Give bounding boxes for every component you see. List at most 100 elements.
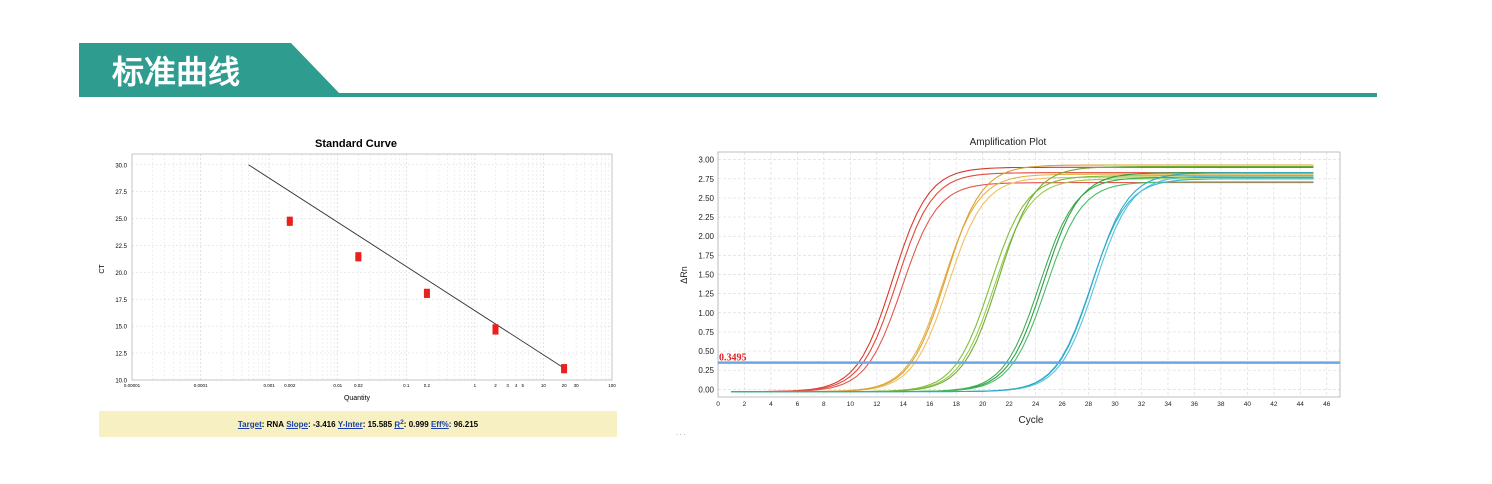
amp-x-tick-label: 12 xyxy=(873,401,881,408)
amp-x-tick-label: 8 xyxy=(822,401,826,408)
amp-x-tick-label: 32 xyxy=(1138,401,1146,408)
y-inter-value: 15.585 xyxy=(367,419,393,429)
y-tick-label: 22.5 xyxy=(115,244,127,250)
x-tick-label: 0.002 xyxy=(284,383,296,388)
data-point xyxy=(492,328,499,335)
amp-x-tick-label: 26 xyxy=(1058,401,1066,408)
target-link[interactable]: Target xyxy=(237,419,262,429)
y-tick-label: 20.0 xyxy=(115,271,127,277)
eff-link[interactable]: Eff% xyxy=(430,419,449,429)
amplification-curve xyxy=(731,164,1314,393)
amp-x-tick-label: 34 xyxy=(1164,401,1172,408)
amplification-curve xyxy=(731,172,1314,393)
amp-y-tick-label: 0.75 xyxy=(698,328,714,337)
amp-y-tick-label: 1.50 xyxy=(698,271,714,280)
x-tick-label: 0.0001 xyxy=(194,383,208,388)
amplification-plot-title: Amplification Plot xyxy=(970,137,1047,148)
header-underline xyxy=(79,93,1377,97)
x-axis-label: Quantity xyxy=(344,395,371,402)
amplification-curve xyxy=(731,175,1314,393)
amp-y-tick-label: 1.75 xyxy=(698,251,714,260)
r2-value: 0.999 xyxy=(408,419,429,429)
x-tick-label: 2 xyxy=(494,383,497,388)
eff-value: 96.215 xyxy=(453,419,479,429)
amplification-curve xyxy=(731,166,1314,393)
y-tick-label: 27.5 xyxy=(115,190,127,196)
data-point xyxy=(355,252,362,259)
data-point xyxy=(286,216,293,223)
amp-x-tick-label: 46 xyxy=(1323,401,1331,408)
amp-x-tick-label: 14 xyxy=(900,401,908,408)
amplification-curve xyxy=(731,176,1314,393)
amp-plot-frame xyxy=(717,151,1341,398)
amp-x-tick-label: 44 xyxy=(1297,401,1305,408)
decor-dots: · · · xyxy=(676,432,686,438)
data-point xyxy=(286,219,293,226)
amp-y-tick-label: 2.50 xyxy=(698,194,714,203)
amp-x-tick-label: 42 xyxy=(1270,401,1278,408)
x-tick-label: 0.02 xyxy=(354,383,363,388)
amp-x-tick-label: 20 xyxy=(979,401,987,408)
amplification-curve xyxy=(731,165,1314,393)
curve-statistics: Target: RNA Slope: -3.416 Y-Inter: 15.58… xyxy=(99,411,617,437)
amp-x-tick-label: 0 xyxy=(716,401,720,408)
amp-y-tick-label: 1.00 xyxy=(698,309,714,318)
y-tick-label: 17.5 xyxy=(115,298,127,304)
x-tick-label: 5 xyxy=(522,383,525,388)
amp-x-tick-label: 4 xyxy=(769,401,773,408)
standard-curve-chart: Standard Curve 10.0 12.5 15.0 17.5 20.0 22.5 2… xyxy=(99,138,616,402)
amp-x-tick-label: 10 xyxy=(847,401,855,408)
amp-y-tick-label: 2.25 xyxy=(698,213,714,222)
data-point xyxy=(423,291,430,298)
slope-value: -3.416 xyxy=(312,419,336,429)
amp-x-tick-label: 6 xyxy=(796,401,800,408)
x-tick-label: 1 xyxy=(474,383,477,388)
y-tick-label: 15.0 xyxy=(115,325,127,331)
threshold-label: 0.3495 xyxy=(719,353,747,364)
amp-y-tick-label: 1.25 xyxy=(698,290,714,299)
slope-link[interactable]: Slope xyxy=(286,419,308,429)
r2-link[interactable]: R2 xyxy=(394,418,404,430)
amp-x-tick-label: 36 xyxy=(1191,401,1199,408)
x-tick-label: 0.01 xyxy=(333,383,342,388)
amp-x-tick-label: 18 xyxy=(953,401,961,408)
y-tick-label: 30.0 xyxy=(115,163,127,169)
y-inter-link[interactable]: Y-Inter xyxy=(337,419,363,429)
amp-y-tick-label: 0.50 xyxy=(698,347,714,356)
amp-x-tick-label: 24 xyxy=(1032,401,1040,408)
amp-y-axis-label: ΔRn xyxy=(679,266,689,284)
data-point xyxy=(561,364,568,371)
data-point xyxy=(423,288,430,295)
amplification-curve xyxy=(731,172,1314,393)
amp-x-tick-label: 28 xyxy=(1085,401,1093,408)
x-tick-label: 0.00001 xyxy=(124,383,141,388)
amplification-curve xyxy=(731,182,1314,393)
amplification-curve xyxy=(731,175,1314,393)
y-tick-label: 10.0 xyxy=(115,379,127,385)
y-tick-label: 12.5 xyxy=(115,352,127,358)
x-tick-label: 0.001 xyxy=(264,383,276,388)
section-title: 标准曲线 xyxy=(112,53,240,91)
y-axis-label: CT xyxy=(99,264,106,274)
amp-x-axis-label: Cycle xyxy=(1018,415,1043,426)
x-tick-label: 10 xyxy=(541,383,547,388)
data-point xyxy=(355,255,362,262)
amp-x-tick-label: 38 xyxy=(1217,401,1225,408)
amp-y-tick-label: 0.00 xyxy=(698,385,714,394)
header-tab-shape xyxy=(79,43,341,95)
amp-y-tick-label: 3.00 xyxy=(698,156,714,165)
amplification-curve xyxy=(731,176,1314,393)
amp-y-tick-label: 2.00 xyxy=(698,232,714,241)
amp-x-tick-label: 2 xyxy=(743,401,747,408)
amplification-plot-chart: Amplification Plot 0.00 0.25 0.50 0.75 1.00 1… xyxy=(679,137,1341,426)
section-header-tab: 标准曲线 xyxy=(79,43,341,95)
fit-line xyxy=(248,164,565,369)
amplification-curve xyxy=(731,178,1314,393)
amp-x-tick-label: 30 xyxy=(1111,401,1119,408)
y-tick-label: 25.0 xyxy=(115,217,127,223)
x-tick-label: 30 xyxy=(574,383,580,388)
data-point xyxy=(561,367,568,374)
x-tick-label: 0.2 xyxy=(424,383,431,388)
amp-y-tick-label: 0.25 xyxy=(698,366,714,375)
x-tick-label: 100 xyxy=(608,383,616,388)
